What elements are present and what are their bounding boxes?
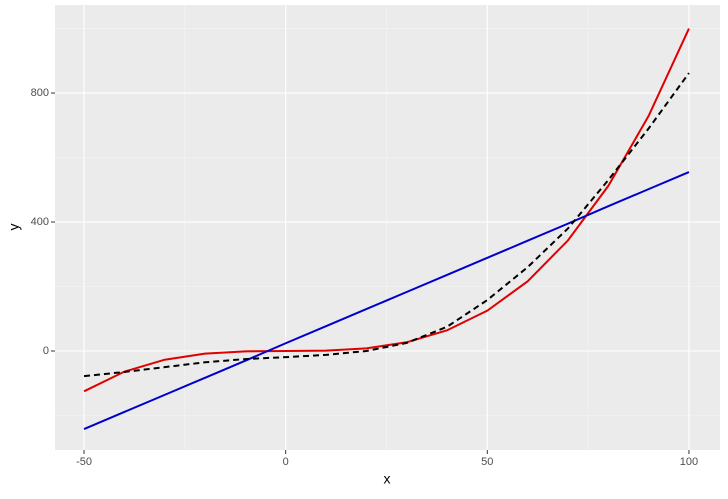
y-axis-title: y bbox=[6, 224, 22, 231]
y-tick-label: 800 bbox=[31, 87, 49, 99]
y-tick-label: 400 bbox=[31, 216, 49, 228]
series-line bbox=[83, 72, 690, 378]
series-line bbox=[83, 171, 690, 430]
x-tick-label: -50 bbox=[76, 456, 92, 468]
panel bbox=[55, 5, 720, 450]
series-line bbox=[83, 28, 690, 393]
x-tick-label: 0 bbox=[283, 456, 289, 468]
x-tick-label: 50 bbox=[481, 456, 493, 468]
x-axis-title: x bbox=[384, 471, 391, 487]
x-tick-label: 100 bbox=[680, 456, 698, 468]
y-tick-label: 0 bbox=[43, 345, 49, 357]
